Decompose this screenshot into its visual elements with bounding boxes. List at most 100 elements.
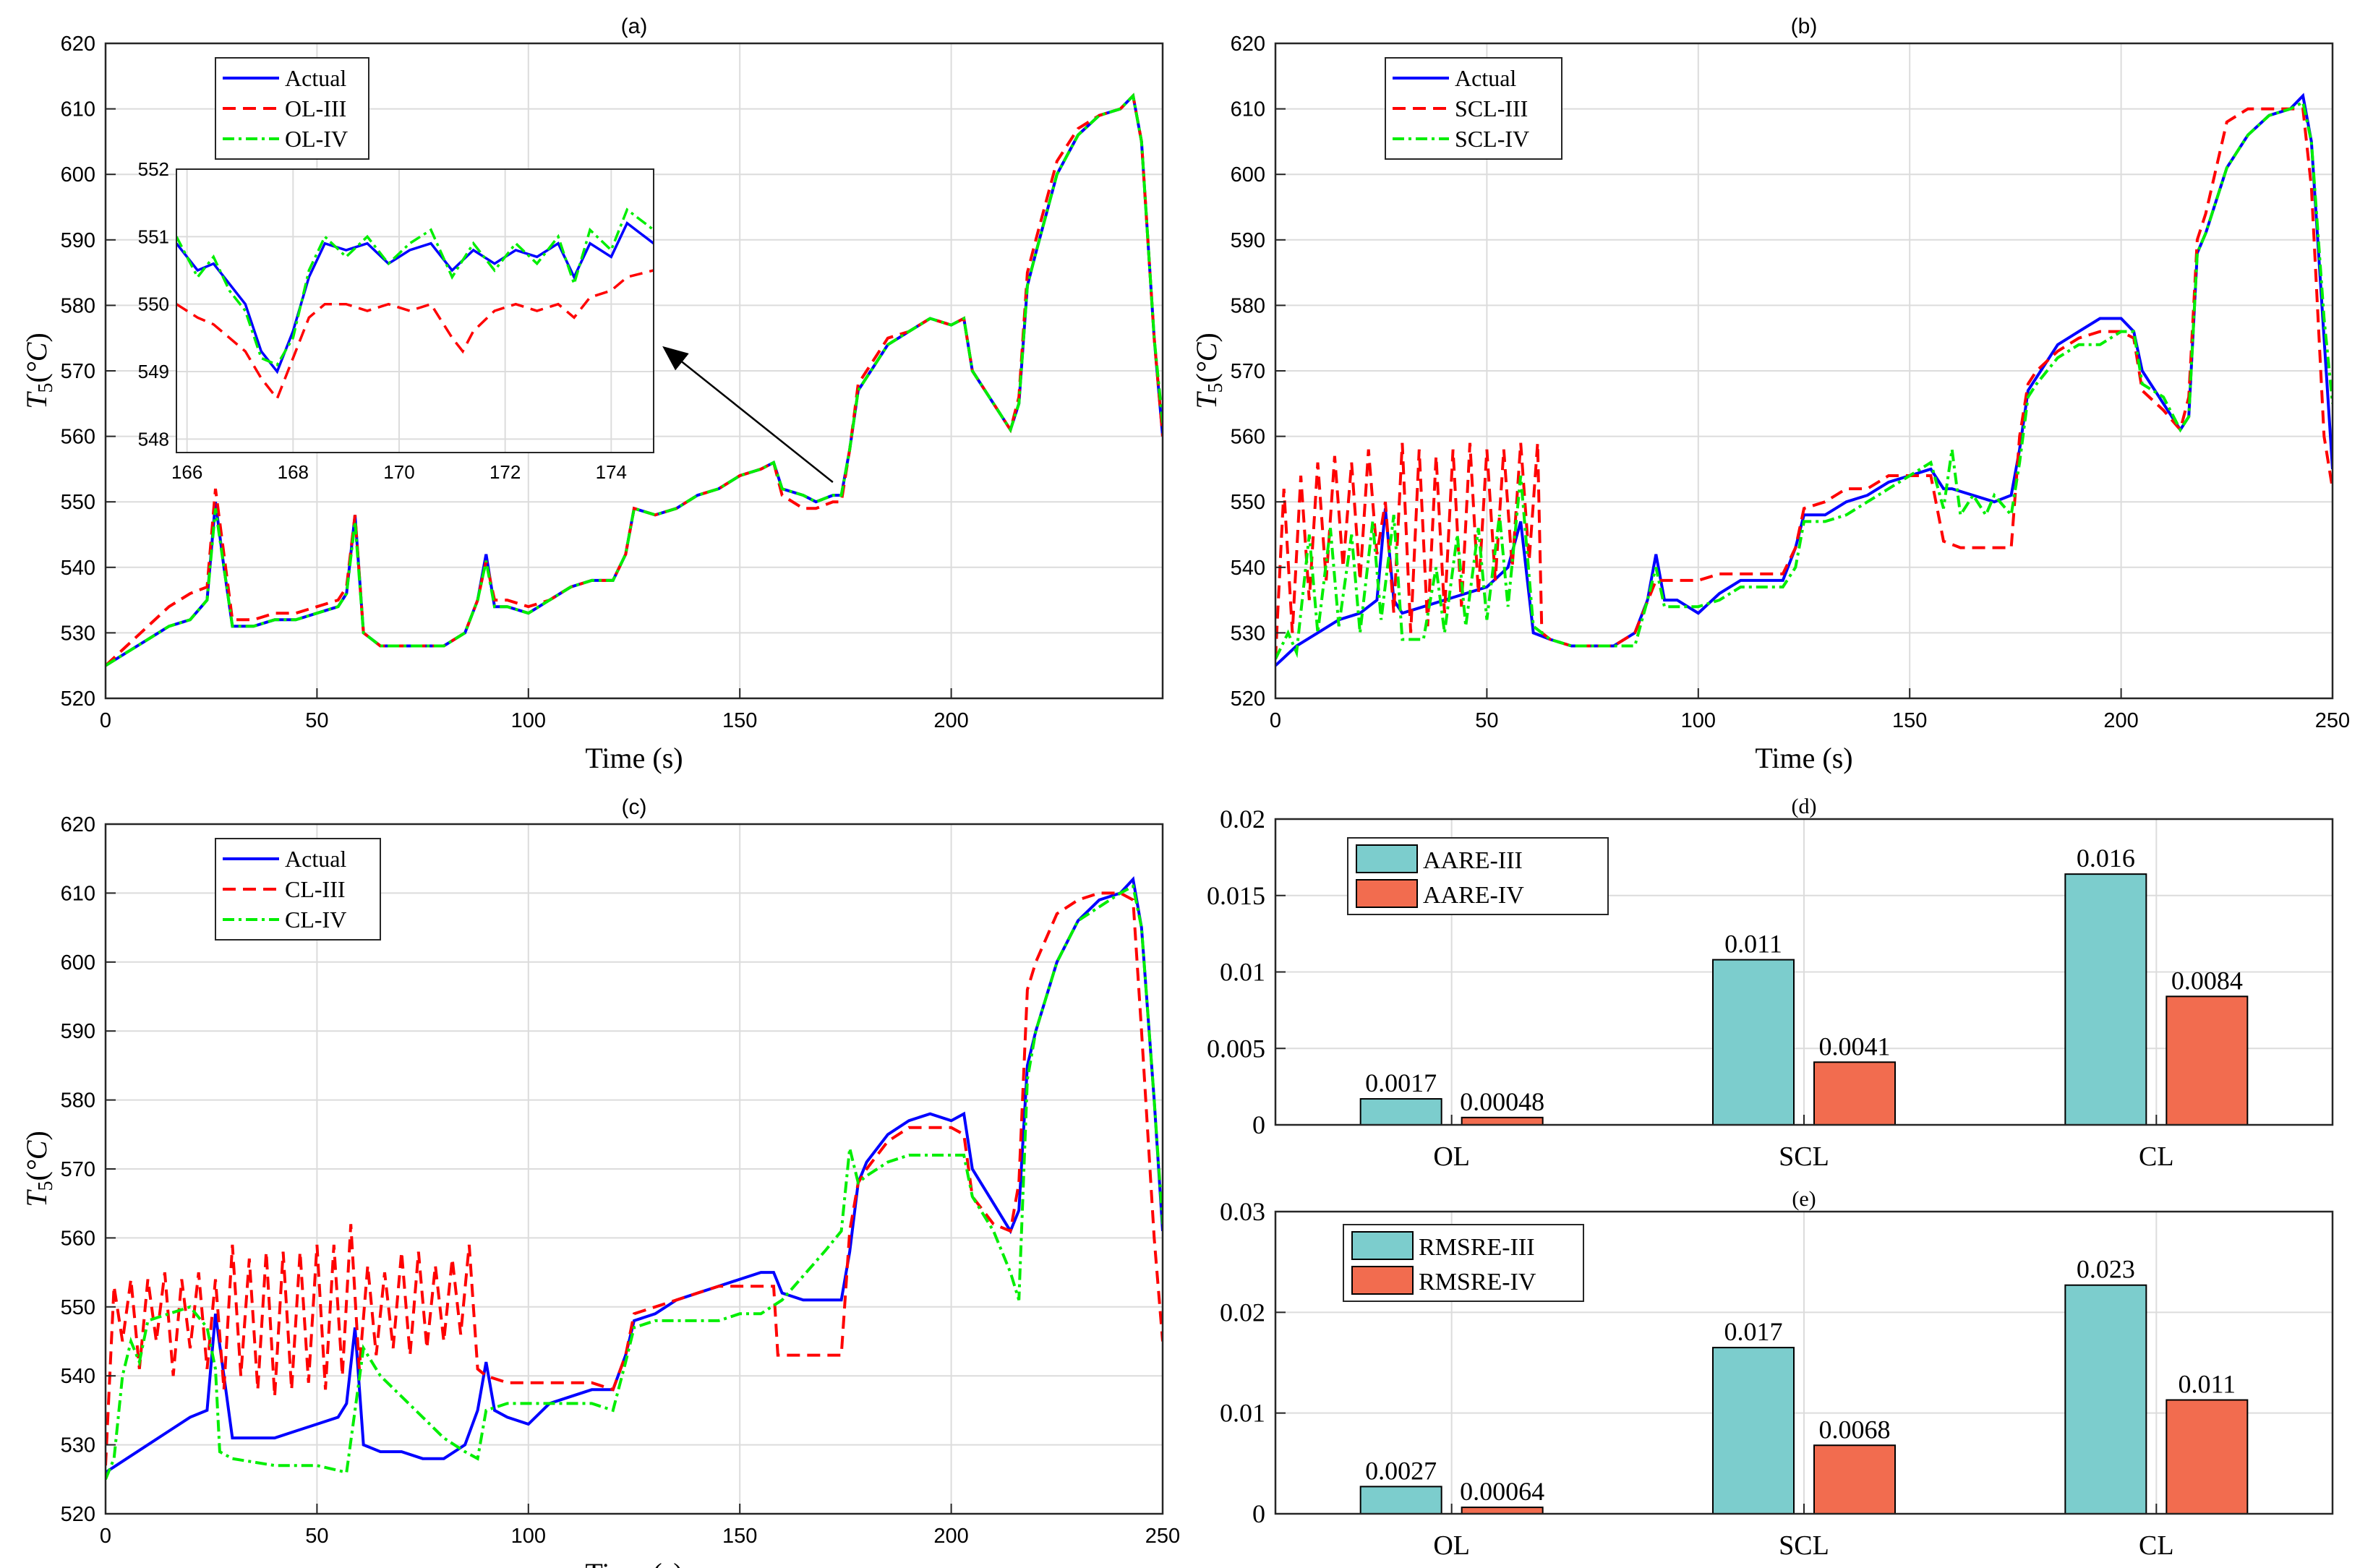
legend-label: SCL-IV	[1455, 126, 1529, 152]
bar-rmsre-iv-scl	[1813, 1444, 1896, 1515]
y-tick-label: 570	[61, 1158, 95, 1181]
x-tick-label: 150	[1892, 709, 1927, 732]
bar-rmsre-iii-ol	[1359, 1486, 1442, 1515]
legend-label: AARE-III	[1423, 847, 1523, 874]
x-tick-label: 50	[305, 709, 328, 732]
x-tick-label: 200	[933, 1525, 968, 1548]
series-line-cl-iii	[106, 891, 1163, 1466]
bar-data-label: 0.017	[1724, 1317, 1783, 1346]
x-axis-label: Time (s)	[585, 742, 683, 774]
y-tick-label: 600	[1231, 163, 1265, 187]
x-tick-label: 150	[722, 709, 757, 732]
inset-y-tick-label: 548	[138, 428, 169, 450]
y-tick-label: 520	[1231, 687, 1265, 711]
legend-swatch	[1356, 879, 1418, 908]
y-tick-label: 610	[61, 98, 95, 121]
inset-x-tick-label: 174	[596, 461, 627, 483]
y-tick-label: 0.01	[1220, 1399, 1265, 1428]
legend-label: Actual	[285, 65, 346, 91]
y-tick-label: 610	[1231, 98, 1265, 121]
y-tick-label: 580	[61, 1089, 95, 1113]
panel-a: 0 50 100 150 200 520 530 540 550 560 570 580 590 600 6…	[20, 14, 1164, 774]
category-label: OL	[1433, 1530, 1470, 1561]
category-label: OL	[1433, 1141, 1470, 1172]
x-tick-label: 0	[100, 1525, 111, 1548]
x-tick-label: 250	[2315, 709, 2350, 732]
panel-title: (e)	[1792, 1187, 1816, 1211]
zoom-arrow	[662, 346, 834, 483]
y-tick-label: 620	[61, 813, 95, 836]
y-tick-label: 590	[61, 229, 95, 252]
x-tick-label: 200	[933, 709, 968, 732]
y-tick-label: 520	[61, 687, 95, 711]
inset-frame	[176, 168, 654, 453]
y-tick-label: 600	[61, 951, 95, 974]
x-tick-label: 250	[1145, 1525, 1180, 1548]
bar-data-label: 0.0068	[1819, 1415, 1891, 1444]
panel-c: 0 50 100 150 200 250 520 530 540 550 560 570 580 590 6…	[20, 795, 1180, 1568]
legend-swatch	[1351, 1231, 1414, 1260]
legend-label: RMSRE-IV	[1419, 1269, 1536, 1295]
bar-data-label: 0.023	[2077, 1255, 2135, 1284]
legend-box	[1385, 57, 1562, 160]
y-tick-label: 0.02	[1220, 805, 1265, 834]
x-tick-label: 100	[1681, 709, 1716, 732]
inset-y-tick-label: 552	[138, 158, 169, 180]
bar-aare-iv-scl	[1813, 1061, 1896, 1126]
x-tick-label: 100	[511, 709, 546, 732]
panel-d: 0.0017 0.011 0.016 0.00048 0.0041 0.0084 0 0.00…	[1207, 794, 2334, 1172]
y-axis-label: T5(°C)	[20, 333, 57, 409]
y-tick-label: 560	[61, 1227, 95, 1250]
y-tick-label: 540	[61, 557, 95, 580]
category-label: CL	[2139, 1141, 2174, 1172]
legend-label: OL-IV	[285, 126, 348, 152]
bar-rmsre-iii-cl	[2064, 1284, 2147, 1515]
y-tick-label: 590	[61, 1020, 95, 1043]
bar-data-label: 0.016	[2077, 844, 2135, 873]
panel-title: (c)	[622, 795, 647, 819]
y-tick-label: 0	[1252, 1499, 1265, 1528]
legend: Actual CL-III CL-IV	[215, 838, 381, 941]
y-tick-label: 540	[61, 1365, 95, 1388]
y-tick-label: 550	[61, 491, 95, 514]
bar-data-label: 0.0027	[1365, 1456, 1437, 1485]
y-tick-label: 580	[61, 294, 95, 317]
y-tick-label: 0	[1252, 1110, 1265, 1139]
y-tick-label: 0.005	[1207, 1034, 1265, 1063]
x-tick-label: 50	[1475, 709, 1498, 732]
category-label: CL	[2139, 1530, 2174, 1561]
legend-label: Actual	[1455, 65, 1516, 91]
y-tick-label: 570	[61, 360, 95, 383]
x-tick-label: 200	[2103, 709, 2138, 732]
legend: RMSRE-III RMSRE-IV	[1343, 1224, 1584, 1302]
bar-data-label: 0.011	[2178, 1370, 2236, 1399]
legend-label: CL-IV	[285, 907, 346, 933]
inset-y-tick-label: 551	[138, 226, 169, 247]
y-tick-label: 0.015	[1207, 881, 1265, 910]
y-tick-label: 0.01	[1220, 958, 1265, 987]
bar-aare-iii-scl	[1712, 959, 1795, 1126]
bar-aare-iii-ol	[1359, 1098, 1442, 1126]
inset-zoom: 166 168 170 172 174 548 549 550 551 552	[138, 158, 834, 483]
y-tick-label: 590	[1231, 229, 1265, 252]
x-axis-label: Time (s)	[585, 1557, 683, 1568]
x-tick-label: 50	[305, 1525, 328, 1548]
x-tick-label: 150	[722, 1525, 757, 1548]
series-line-scl-iv	[1275, 100, 2333, 660]
inset-x-tick-label: 172	[489, 461, 521, 483]
legend-swatch	[1351, 1266, 1414, 1295]
panel-title: (b)	[1791, 14, 1818, 38]
bar-aare-iii-cl	[2064, 873, 2147, 1126]
legend: Actual SCL-III SCL-IV	[1385, 57, 1562, 160]
bar-aare-iv-ol	[1461, 1116, 1544, 1126]
inset-x-tick-label: 170	[383, 461, 414, 483]
legend: Actual OL-III OL-IV	[215, 57, 369, 160]
legend-box	[215, 57, 369, 160]
inset-series-actual	[176, 220, 654, 374]
bar-data-label: 0.011	[1724, 930, 1782, 959]
y-tick-label: 600	[61, 163, 95, 187]
bar-rmsre-iii-scl	[1712, 1347, 1795, 1515]
y-tick-label: 620	[1231, 33, 1265, 56]
x-tick-label: 100	[511, 1525, 546, 1548]
series-line-scl-iii	[1275, 107, 2333, 659]
